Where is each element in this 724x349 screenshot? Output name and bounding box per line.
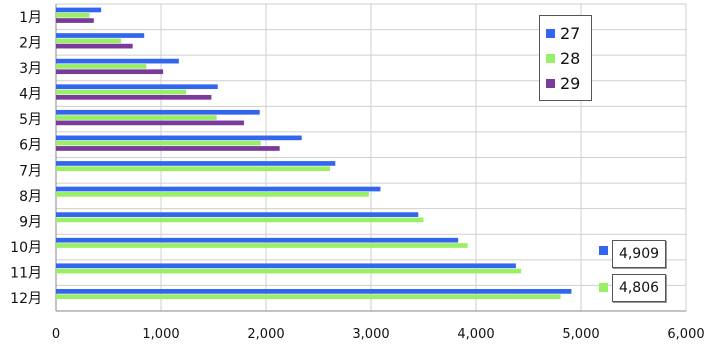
category-label: 7月 xyxy=(19,163,42,179)
category-label: 2月 xyxy=(19,35,42,51)
callout-swatch-28 xyxy=(599,283,608,292)
legend-swatch-29 xyxy=(546,79,555,88)
callout-swatch-27 xyxy=(599,246,608,255)
category-label: 5月 xyxy=(19,112,42,128)
category-label: 4月 xyxy=(19,87,42,103)
bar-series-28-3月 xyxy=(56,64,147,69)
category-label: 6月 xyxy=(19,138,42,154)
bar-series-27-7月 xyxy=(56,161,336,166)
category-label: 8月 xyxy=(19,189,42,205)
bar-series-27-12月 xyxy=(56,289,572,294)
bar-series-29-2月 xyxy=(56,43,133,49)
bar-series-28-1月 xyxy=(56,12,90,18)
category-label: 10月 xyxy=(10,240,42,256)
legend-label-28: 28 xyxy=(560,49,581,68)
bar-series-27-1月 xyxy=(56,7,102,13)
bar-series-27-10月 xyxy=(56,237,459,243)
bar-series-27-6月 xyxy=(56,135,302,141)
x-tick-label: 6,000 xyxy=(667,327,704,342)
bar-series-29-6月 xyxy=(56,146,280,151)
legend-item-29: 29 xyxy=(546,74,580,94)
bar-series-29-5月 xyxy=(56,120,244,126)
legend-label-29: 29 xyxy=(560,74,581,93)
bar-series-29-4月 xyxy=(56,94,212,100)
x-tick-label: 1,000 xyxy=(142,327,179,342)
legend-label-27: 27 xyxy=(560,24,581,43)
bar-series-27-3月 xyxy=(56,58,179,64)
legend-swatch-28 xyxy=(546,54,555,63)
legend: 27 28 29 xyxy=(539,15,592,101)
callout-28-december: 4,806 xyxy=(612,274,666,302)
bar-series-29-3月 xyxy=(56,69,164,75)
category-label: 1月 xyxy=(19,10,42,26)
bar-series-27-11月 xyxy=(56,263,516,269)
bar-series-28-9月 xyxy=(56,217,424,223)
x-tick-label: 5,000 xyxy=(562,327,599,342)
bar-series-28-8月 xyxy=(56,191,369,197)
legend-item-27: 27 xyxy=(546,24,580,44)
bar-series-28-4月 xyxy=(56,89,187,95)
bar-series-28-5月 xyxy=(56,115,217,120)
category-label: 9月 xyxy=(19,214,42,230)
bar-series-28-11月 xyxy=(56,268,522,274)
x-tick-label: 2,000 xyxy=(247,327,284,342)
x-tick-label: 4,000 xyxy=(457,327,494,342)
bar-series-28-2月 xyxy=(56,38,122,44)
category-label: 3月 xyxy=(19,61,42,77)
category-label: 11月 xyxy=(10,266,42,282)
bar-series-27-2月 xyxy=(56,33,145,38)
bar-series-27-4月 xyxy=(56,84,218,90)
bar-series-28-12月 xyxy=(56,294,561,300)
callout-27-december: 4,909 xyxy=(612,240,666,268)
legend-swatch-27 xyxy=(546,29,555,38)
bar-series-28-7月 xyxy=(56,166,331,172)
bar-series-28-10月 xyxy=(56,243,468,248)
bar-series-29-1月 xyxy=(56,18,94,23)
legend-item-28: 28 xyxy=(546,49,580,69)
bar-series-27-9月 xyxy=(56,212,419,217)
x-tick-label: 0 xyxy=(52,327,60,342)
category-label: 12月 xyxy=(10,291,42,307)
bar-series-27-5月 xyxy=(56,109,260,115)
x-tick-label: 3,000 xyxy=(352,327,389,342)
bar-series-27-8月 xyxy=(56,186,381,192)
bar-series-28-6月 xyxy=(56,140,261,146)
